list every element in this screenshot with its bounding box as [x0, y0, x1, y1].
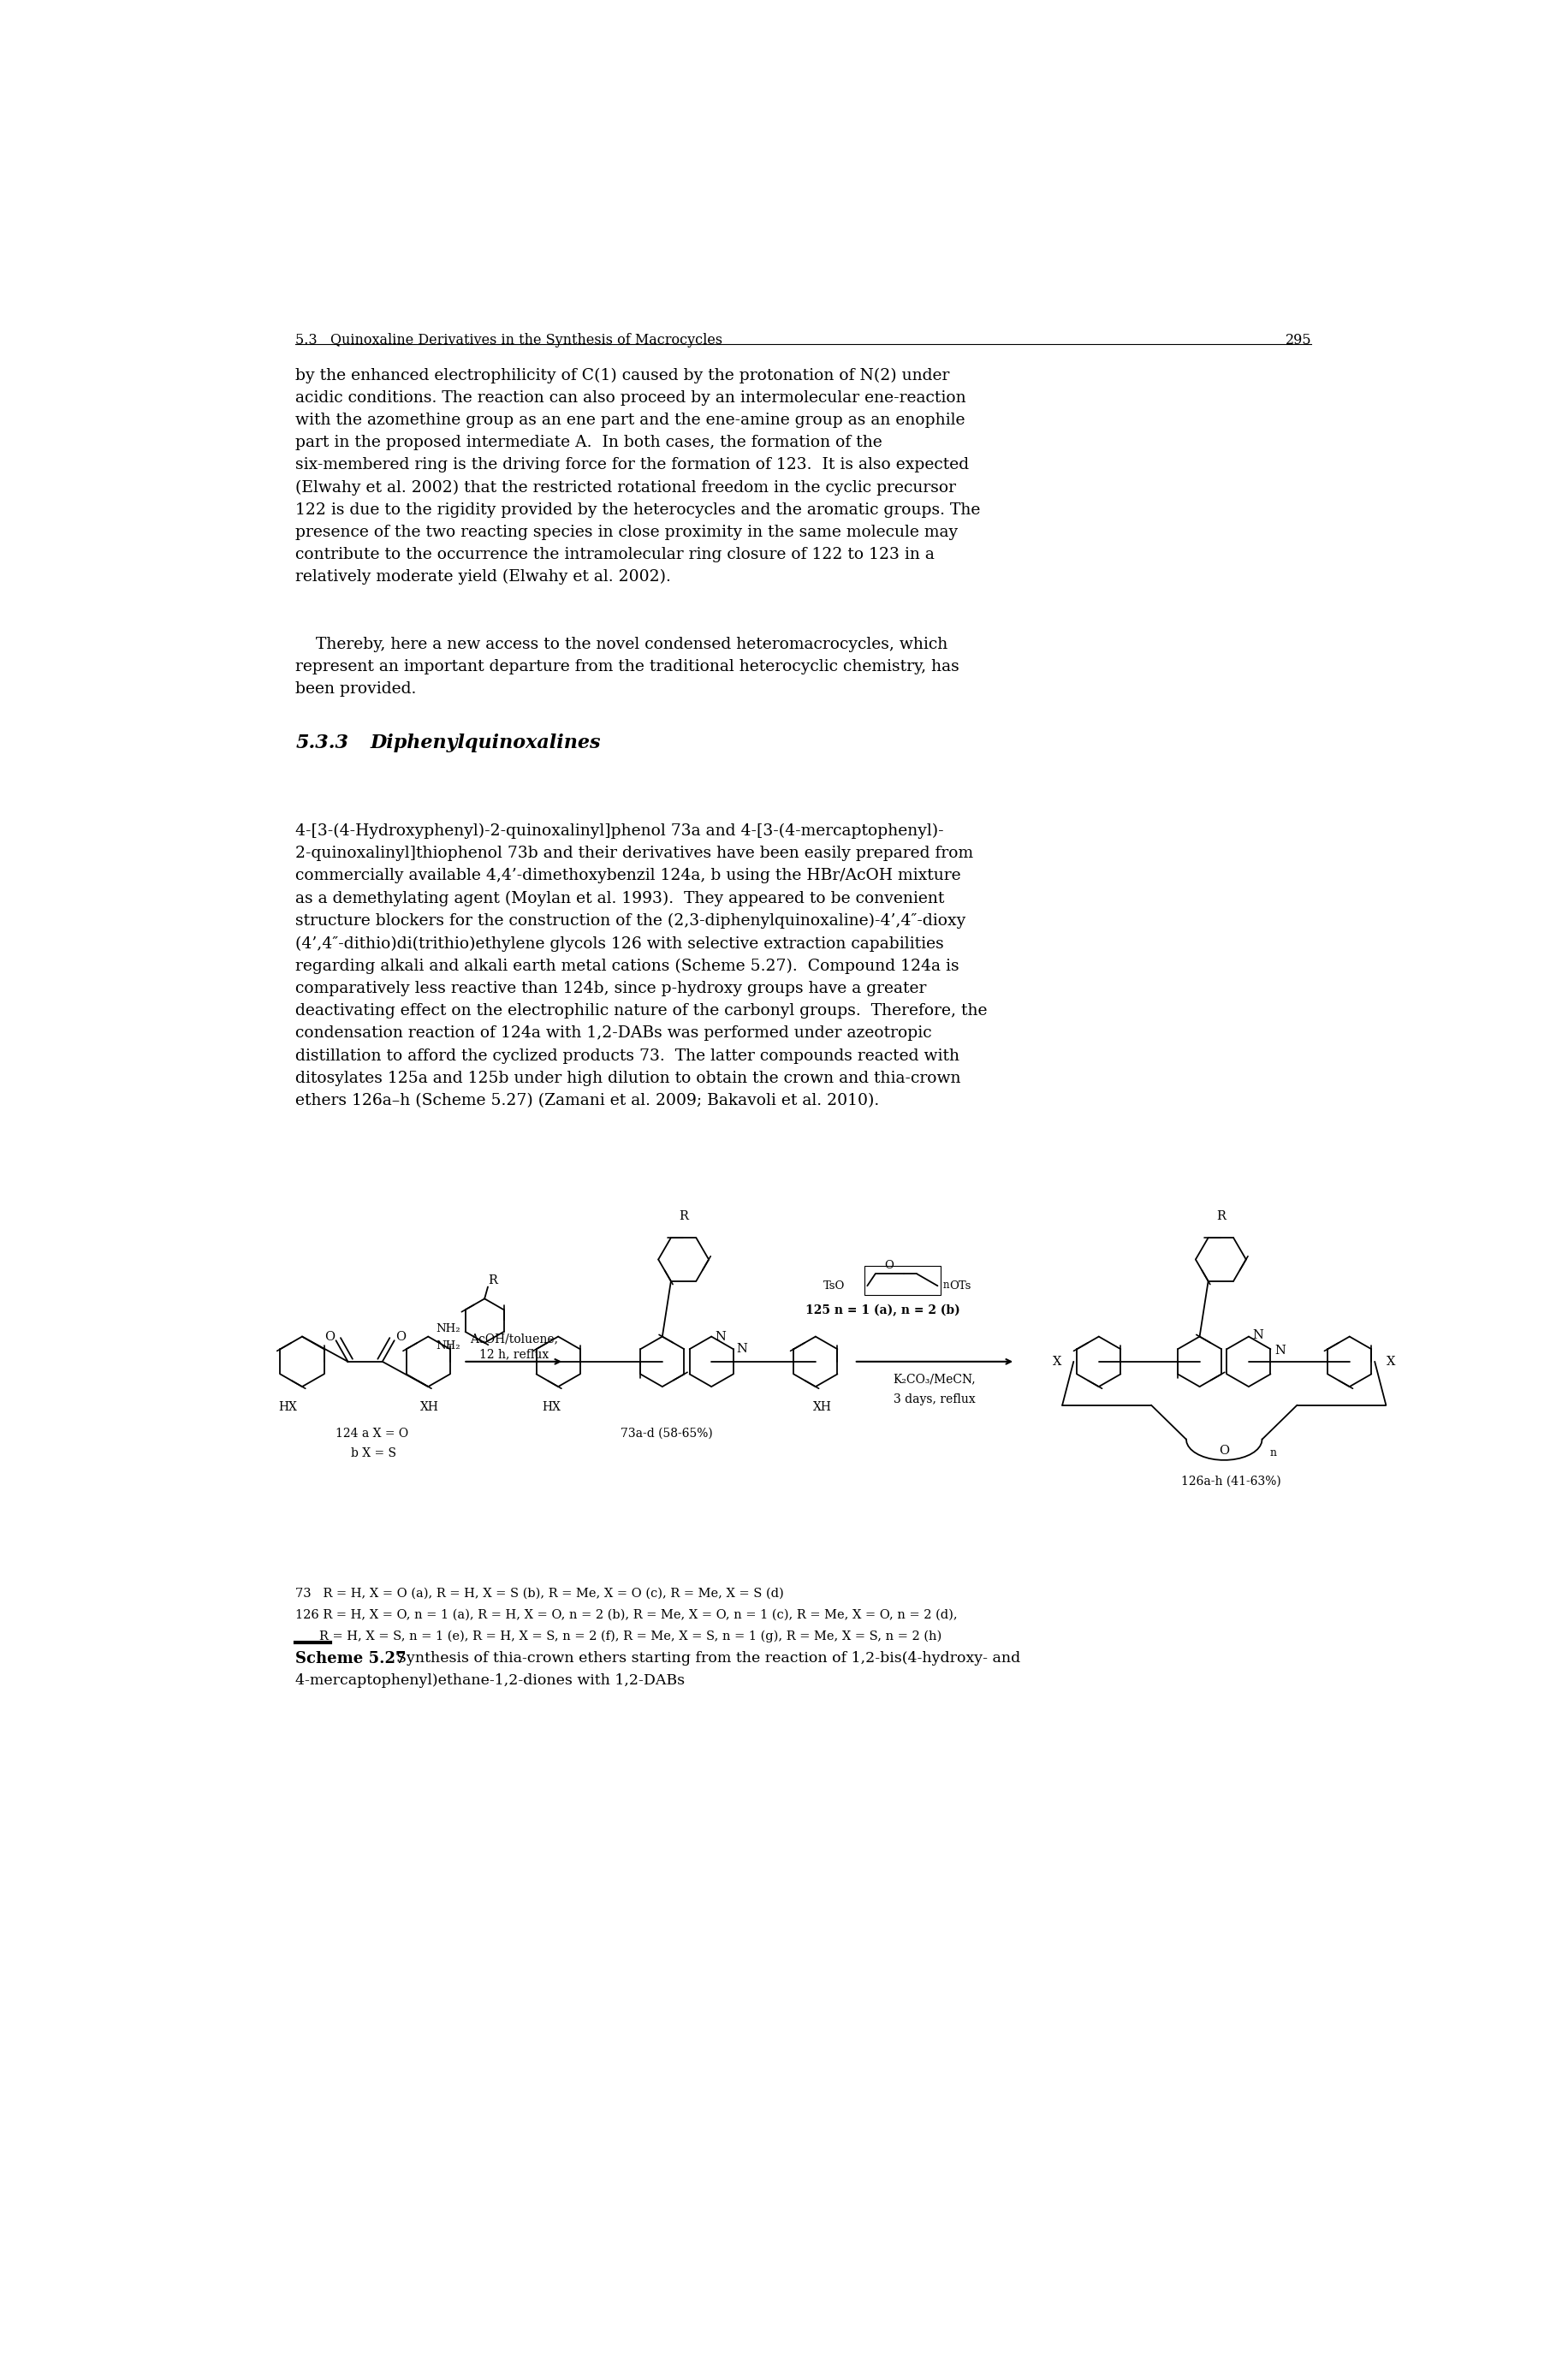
Text: N: N	[1275, 1345, 1286, 1357]
Text: Diphenylquinoxalines: Diphenylquinoxalines	[370, 734, 601, 753]
Text: 4-[3-(4-Hydroxyphenyl)-2-quinoxalinyl]phenol 73a and 4-[3-(4-mercaptophenyl)-
2-: 4-[3-(4-Hydroxyphenyl)-2-quinoxalinyl]ph…	[296, 822, 988, 1107]
Text: NH₂: NH₂	[436, 1340, 459, 1352]
Text: 5.3.3: 5.3.3	[296, 734, 348, 753]
Text: b X = S: b X = S	[351, 1447, 395, 1459]
Text: X: X	[1386, 1357, 1396, 1369]
Text: R: R	[1217, 1209, 1226, 1224]
Text: K₂CO₃/MeCN,: K₂CO₃/MeCN,	[894, 1373, 975, 1385]
Text: OTs: OTs	[950, 1281, 971, 1293]
Text: HX: HX	[543, 1402, 561, 1414]
Text: Scheme 5.27: Scheme 5.27	[296, 1651, 406, 1668]
Text: TsO: TsO	[823, 1281, 845, 1293]
Text: XH: XH	[420, 1402, 439, 1414]
Text: 126a-h (41-63%): 126a-h (41-63%)	[1181, 1475, 1281, 1487]
Text: O: O	[325, 1331, 334, 1342]
Text: 73   R = H, X = O (a), R = H, X = S (b), R = Me, X = O (c), R = Me, X = S (d): 73 R = H, X = O (a), R = H, X = S (b), R…	[296, 1587, 784, 1599]
Text: by the enhanced electrophilicity of C(1) caused by the protonation of N(2) under: by the enhanced electrophilicity of C(1)…	[296, 368, 980, 584]
Text: 3 days, reflux: 3 days, reflux	[894, 1392, 975, 1404]
Text: R: R	[488, 1276, 497, 1288]
Text: 295: 295	[1286, 333, 1311, 347]
Text: Synthesis of thia-crown ethers starting from the reaction of 1,2-bis(4-hydroxy- : Synthesis of thia-crown ethers starting …	[387, 1651, 1021, 1666]
Text: XH: XH	[812, 1402, 831, 1414]
Text: N: N	[715, 1331, 726, 1342]
Text: O: O	[884, 1259, 894, 1271]
Text: X: X	[1052, 1357, 1062, 1369]
Text: N: N	[737, 1342, 748, 1354]
Text: n: n	[942, 1278, 949, 1290]
Text: HX: HX	[278, 1402, 296, 1414]
Text: Thereby, here a new access to the novel condensed heteromacrocycles, which
repre: Thereby, here a new access to the novel …	[296, 637, 960, 696]
Text: N: N	[1253, 1328, 1264, 1340]
Text: 12 h, reflux: 12 h, reflux	[478, 1347, 549, 1361]
Text: NH₂: NH₂	[436, 1323, 459, 1333]
Text: R = H, X = S, n = 1 (e), R = H, X = S, n = 2 (f), R = Me, X = S, n = 1 (g), R = : R = H, X = S, n = 1 (e), R = H, X = S, n…	[318, 1630, 941, 1642]
Text: 126 R = H, X = O, n = 1 (a), R = H, X = O, n = 2 (b), R = Me, X = O, n = 1 (c), : 126 R = H, X = O, n = 1 (a), R = H, X = …	[296, 1609, 958, 1620]
Text: 73a-d (58-65%): 73a-d (58-65%)	[621, 1428, 713, 1440]
Text: 124 a X = O: 124 a X = O	[336, 1428, 408, 1440]
Text: AcOH/toluene,: AcOH/toluene,	[470, 1333, 558, 1345]
Text: O: O	[1218, 1445, 1229, 1456]
Text: 4-mercaptophenyl)ethane-1,2-diones with 1,2-DABs: 4-mercaptophenyl)ethane-1,2-diones with …	[296, 1673, 685, 1687]
Text: R: R	[679, 1209, 688, 1224]
Text: O: O	[395, 1331, 406, 1342]
Text: n: n	[1270, 1447, 1276, 1459]
Text: 5.3   Quinoxaline Derivatives in the Synthesis of Macrocycles: 5.3 Quinoxaline Derivatives in the Synth…	[296, 333, 723, 347]
Text: 125 n = 1 (a), n = 2 (b): 125 n = 1 (a), n = 2 (b)	[806, 1304, 960, 1316]
